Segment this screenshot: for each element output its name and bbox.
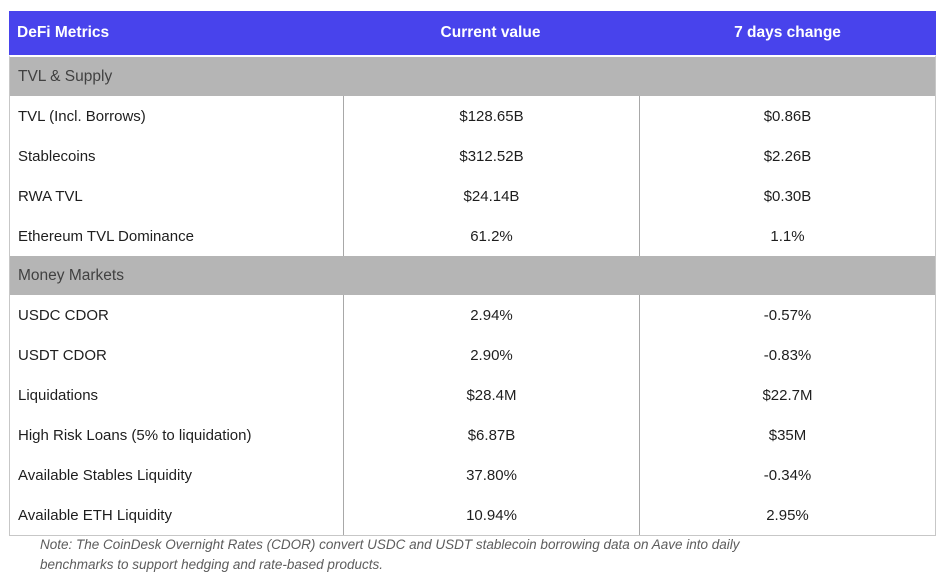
- header-current-value: Current value: [440, 24, 541, 41]
- metric-label: Ethereum TVL Dominance: [18, 227, 194, 245]
- metric-label: Stablecoins: [18, 147, 96, 165]
- table-row: Available ETH Liquidity 10.94% 2.95%: [10, 495, 935, 535]
- table-row: USDT CDOR 2.90% -0.83%: [10, 335, 935, 375]
- table-header-row: DeFi Metrics Current value 7 days change: [9, 11, 936, 55]
- metric-label: RWA TVL: [18, 187, 83, 205]
- table-row: Ethereum TVL Dominance 61.2% 1.1%: [10, 216, 935, 256]
- metric-label: Available Stables Liquidity: [18, 466, 193, 484]
- table-row: Available Stables Liquidity 37.80% -0.34…: [10, 455, 935, 495]
- footnote: Note: The CoinDesk Overnight Rates (CDOR…: [40, 535, 920, 574]
- section-title: Money Markets: [18, 266, 124, 284]
- section-header-money-markets: Money Markets: [10, 256, 935, 295]
- metric-label: USDT CDOR: [18, 346, 107, 364]
- metric-label: TVL (Incl. Borrows): [18, 107, 146, 125]
- current-value: $6.87B: [343, 415, 639, 455]
- section-title: TVL & Supply: [18, 67, 113, 85]
- current-value: $128.65B: [343, 96, 639, 136]
- change-value: $0.86B: [639, 96, 935, 136]
- table-row: High Risk Loans (5% to liquidation) $6.8…: [10, 415, 935, 455]
- metric-label: USDC CDOR: [18, 306, 109, 324]
- change-value: -0.57%: [639, 295, 935, 335]
- change-value: 1.1%: [639, 216, 935, 256]
- change-value: $2.26B: [639, 136, 935, 176]
- change-value: $0.30B: [639, 176, 935, 216]
- section-header-tvl-supply: TVL & Supply: [10, 57, 935, 96]
- current-value: 2.94%: [343, 295, 639, 335]
- metric-label: High Risk Loans (5% to liquidation): [18, 426, 252, 444]
- current-value: 61.2%: [343, 216, 639, 256]
- footnote-line: Note: The CoinDesk Overnight Rates (CDOR…: [40, 537, 740, 552]
- header-7-days-change: 7 days change: [734, 24, 841, 41]
- current-value: 2.90%: [343, 335, 639, 375]
- footnote-line: benchmarks to support hedging and rate-b…: [40, 556, 383, 572]
- defi-metrics-table: DeFi Metrics Current value 7 days change…: [9, 11, 936, 536]
- change-value: 2.95%: [639, 495, 935, 535]
- current-value: 37.80%: [343, 455, 639, 495]
- change-value: $22.7M: [639, 375, 935, 415]
- table-row: TVL (Incl. Borrows) $128.65B $0.86B: [10, 96, 935, 136]
- header-defi-metrics: DeFi Metrics: [17, 24, 110, 41]
- table-body: TVL & Supply TVL (Incl. Borrows) $128.65…: [9, 55, 936, 536]
- metric-label: Liquidations: [18, 386, 99, 404]
- metric-label: Available ETH Liquidity: [18, 506, 172, 524]
- current-value: 10.94%: [343, 495, 639, 535]
- current-value: $312.52B: [343, 136, 639, 176]
- change-value: $35M: [639, 415, 935, 455]
- table-row: Liquidations $28.4M $22.7M: [10, 375, 935, 415]
- current-value: $24.14B: [343, 176, 639, 216]
- table-row: USDC CDOR 2.94% -0.57%: [10, 295, 935, 335]
- current-value: $28.4M: [343, 375, 639, 415]
- table-row: RWA TVL $24.14B $0.30B: [10, 176, 935, 216]
- table-row: Stablecoins $312.52B $2.26B: [10, 136, 935, 176]
- change-value: -0.34%: [639, 455, 935, 495]
- change-value: -0.83%: [639, 335, 935, 375]
